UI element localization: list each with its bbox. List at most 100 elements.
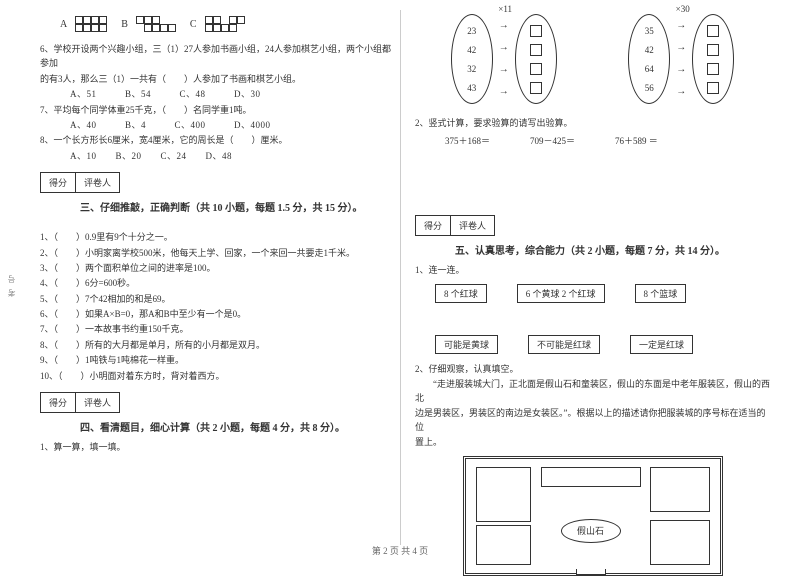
desc-line3: 置上。 — [415, 436, 770, 450]
judge-9: 9、（ ）1吨铁与1吨棉花一样重。 — [40, 353, 395, 367]
desc-line1: “走进服装城大门，正北面是假山石和童装区，假山的东面是中老年服装区，假山的西北 — [415, 378, 770, 405]
oval-left-1: 23 42 32 43 — [451, 14, 493, 104]
answer-box — [530, 82, 542, 94]
arrow-icon: → — [499, 86, 509, 98]
arrow-icon: → — [676, 86, 686, 98]
judge-5: 5、（ ）7个42相加的和是69。 — [40, 292, 395, 306]
map-rock-text: 假山石 — [577, 524, 604, 537]
grader-label: 评卷人 — [451, 216, 494, 235]
match-title: 1、连一连。 — [415, 263, 770, 277]
section-5-title: 五、认真思考，综合能力（共 2 小题，每题 7 分，共 14 分）。 — [455, 242, 770, 257]
section-4-title: 四、看清题目，细心计算（共 2 小题，每题 4 分，共 8 分）。 — [80, 419, 395, 434]
arrow-icon: → — [676, 20, 686, 32]
score-box-4: 得分 评卷人 — [40, 392, 120, 413]
score-label: 得分 — [41, 173, 76, 192]
mult-label-2: ×30 — [676, 4, 690, 14]
calc-expressions: 375＋168＝ 709－425＝ 76＋589 ＝ — [415, 134, 770, 147]
q7-options: A、40 B、4 C、400 D、4000 — [40, 118, 395, 132]
mult-label-1: ×11 — [498, 4, 512, 14]
score-label: 得分 — [416, 216, 451, 235]
oval-num: 64 — [645, 64, 654, 74]
arrows-2: → → → → — [676, 20, 686, 98]
left-column: A B C 6、学校 — [30, 10, 405, 540]
q6-line2: 的有3人，那么三（1）一共有（ ）人参加了书画和棋艺小组。 — [40, 72, 395, 86]
option-a-label: A — [60, 19, 67, 30]
calc-a: 375＋168＝ — [445, 134, 490, 147]
shape-c-icon — [205, 16, 245, 32]
answer-box — [530, 44, 542, 56]
oval-num: 32 — [467, 64, 476, 74]
map-zone — [476, 467, 531, 522]
oval-right-2 — [692, 14, 734, 104]
oval-num: 42 — [467, 45, 476, 55]
match-row-top: 8 个红球 6 个黄球 2 个红球 8 个篮球 — [415, 284, 770, 303]
answer-box — [707, 82, 719, 94]
q8-options: A、10 B、20 C、24 D、48 — [40, 149, 395, 163]
oval-right-1 — [515, 14, 557, 104]
observe-title: 2、仔细观察，认真填空。 — [415, 362, 770, 376]
arrows-1: → → → → — [499, 20, 509, 98]
judge-1: 1、（ ）0.9里有9个十分之一。 — [40, 230, 395, 244]
grader-label: 评卷人 — [76, 393, 119, 412]
match-item: 8 个红球 — [435, 284, 487, 303]
map-rock-label: 假山石 — [561, 519, 621, 543]
score-label: 得分 — [41, 393, 76, 412]
section-3-title: 三、仔细推敲，正确判断（共 10 小题，每题 1.5 分，共 15 分）。 — [80, 199, 395, 214]
oval-num: 43 — [467, 83, 476, 93]
answer-box — [707, 63, 719, 75]
desc-line2: 边是男装区，男装区的南边是女装区。”。根据以上的描述请你把服装城的序号标在适当的… — [415, 407, 770, 434]
oval-num: 23 — [467, 26, 476, 36]
answer-box — [530, 25, 542, 37]
judge-2: 2、（ ）小明家离学校500米，他每天上学、回家，一个来回一共要走1千米。 — [40, 246, 395, 260]
calc-c: 76＋589 ＝ — [615, 134, 658, 147]
arrow-icon: → — [676, 42, 686, 54]
answer-box — [530, 63, 542, 75]
map-zone — [476, 525, 531, 565]
q6-line1: 6、学校开设两个兴趣小组，三（1）27人参加书画小组，24人参加棋艺小组，两个小… — [40, 42, 395, 71]
match-item: 一定是红球 — [630, 335, 693, 354]
answer-box — [707, 44, 719, 56]
arrow-icon: → — [499, 64, 509, 76]
arrow-icon: → — [676, 64, 686, 76]
shape-b-icon — [136, 16, 176, 32]
q8-line1: 8、一个长方形长6厘米，宽4厘米，它的周长是（ ）厘米。 — [40, 133, 395, 147]
oval-group-1: ×11 23 42 32 43 → → → → — [451, 14, 557, 104]
q7-line1: 7、平均每个同学体重25千克，（ ）名同学重1吨。 — [40, 103, 395, 117]
judge-8: 8、（ ）所有的大月都是单月，所有的小月都是双月。 — [40, 338, 395, 352]
calc-b: 709－425＝ — [530, 134, 575, 147]
shape-a-icon — [75, 16, 107, 32]
map-zone — [650, 520, 710, 565]
page-content: A B C 6、学校 — [0, 0, 800, 540]
calc-q1: 1、算一算，填一填。 — [40, 440, 395, 454]
match-item: 可能是黄球 — [435, 335, 498, 354]
match-item: 6 个黄球 2 个红球 — [517, 284, 605, 303]
score-box-3: 得分 评卷人 — [40, 172, 120, 193]
grader-label: 评卷人 — [76, 173, 119, 192]
judge-6: 6、（ ）如果A×B=0，那A和B中至少有一个是0。 — [40, 307, 395, 321]
right-column: ×11 23 42 32 43 → → → → — [405, 10, 780, 540]
judge-3: 3、（ ）两个面积单位之间的进率是100。 — [40, 261, 395, 275]
map-entrance — [576, 569, 606, 575]
arrow-icon: → — [499, 42, 509, 54]
judge-7: 7、（ ）一本故事书约重150千克。 — [40, 322, 395, 336]
map-diagram: 假山石 — [463, 456, 723, 576]
arrow-icon: → — [499, 20, 509, 32]
score-box-5: 得分 评卷人 — [415, 215, 495, 236]
binding-label: 考号 — [6, 269, 17, 297]
option-b-label: B — [121, 19, 128, 30]
map-zone — [650, 467, 710, 512]
match-item: 不可能是红球 — [528, 335, 600, 354]
oval-diagrams: ×11 23 42 32 43 → → → → — [415, 14, 770, 104]
shape-options-row: A B C — [60, 16, 395, 32]
map-zone — [541, 467, 641, 487]
answer-box — [707, 25, 719, 37]
match-row-bottom: 可能是黄球 不可能是红球 一定是红球 — [415, 335, 770, 354]
q6-options: A、51 B、54 C、48 D、30 — [40, 87, 395, 101]
oval-left-2: 35 42 64 56 — [628, 14, 670, 104]
vertical-calc-title: 2、竖式计算，要求验算的请写出验算。 — [415, 116, 770, 130]
match-item: 8 个篮球 — [635, 284, 687, 303]
oval-num: 56 — [645, 83, 654, 93]
judge-4: 4、（ ）6分=600秒。 — [40, 276, 395, 290]
oval-group-2: ×30 35 42 64 56 → → → → — [628, 14, 734, 104]
oval-num: 35 — [645, 26, 654, 36]
